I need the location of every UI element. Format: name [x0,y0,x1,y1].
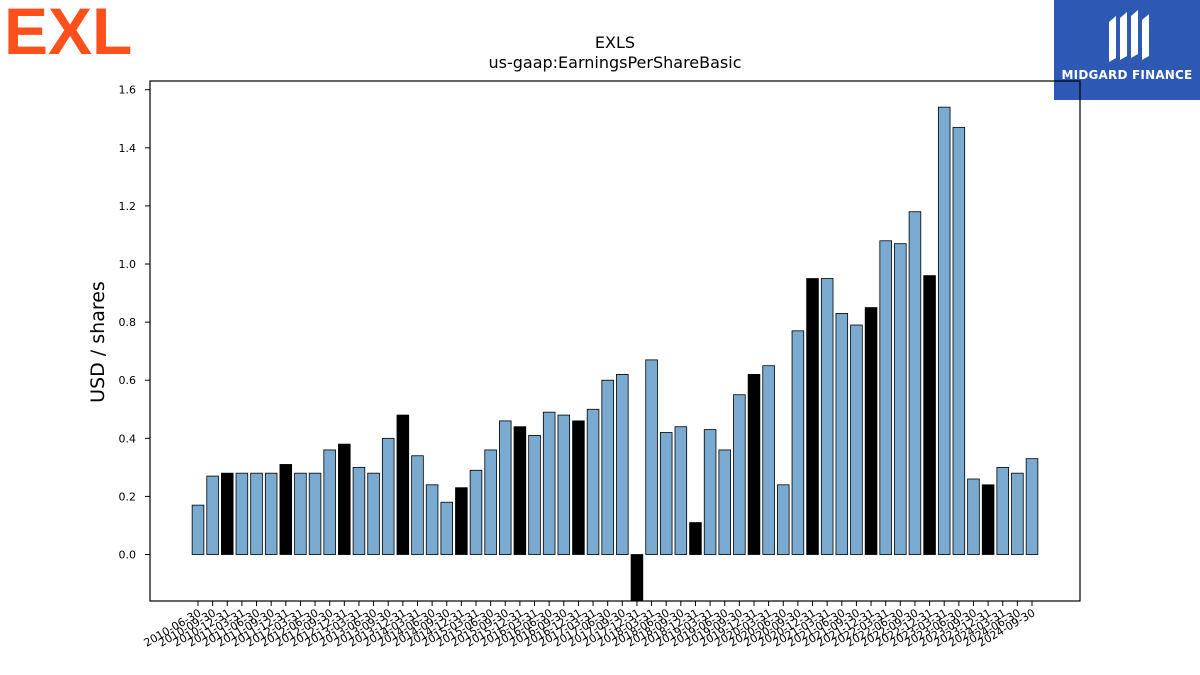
y-tick-label: 1.0 [119,258,137,271]
bar-2014-03-31 [411,455,424,555]
y-ticks-group: 0.0 0.2 0.4 0.6 0.8 1.0 1.2 1.4 1.6 [119,84,150,562]
bar-2017-09-30 [616,374,629,555]
bar-2016-09-30 [557,414,571,555]
bar-2017-12-31 [630,554,644,602]
bar-2020-06-30 [777,484,790,555]
bar-2024-06-30 [1011,472,1024,555]
midgard-emblem-icon [1109,10,1149,62]
bar-2018-06-30 [659,432,673,555]
bar-2019-03-31 [703,429,717,555]
bar-2021-06-30 [835,312,849,555]
bar-2015-06-30 [484,449,497,555]
bar-2012-12-31 [338,443,351,555]
bar-2023-03-31 [937,106,951,555]
y-tick-label: 0.2 [119,490,137,503]
bar-2013-03-31 [352,466,366,555]
bar-2014-09-30 [440,501,453,555]
exl-logo-text: EXL [4,2,132,58]
bar-2013-12-31 [396,414,410,555]
chart-title: EXLS [595,33,635,52]
bar-2020-03-31 [762,365,775,555]
bar-2019-12-31 [747,374,761,555]
y-tick-label: 0.8 [119,316,137,329]
bar-2023-09-30 [967,478,980,555]
bar-2023-12-31 [981,484,995,555]
bar-2010-09-30 [206,475,219,555]
y-axis-label: USD / shares [87,281,109,403]
bar-2015-03-31 [469,469,483,555]
bar-2022-03-31 [879,240,892,555]
bar-2012-06-30 [308,472,322,555]
bar-2024-03-31 [996,466,1009,555]
bar-2023-06-30 [952,127,966,555]
bar-2015-12-31 [513,426,527,555]
bar-2015-09-30 [499,420,512,555]
bar-2012-03-31 [294,472,307,555]
bar-2010-12-31 [221,472,234,555]
bar-2022-09-30 [908,211,922,555]
bar-2019-06-30 [718,449,731,555]
bar-2018-09-30 [674,426,688,555]
bar-2022-12-31 [923,275,936,555]
bar-2010-06-30 [191,504,205,555]
bar-2011-09-30 [264,472,278,555]
bar-2019-09-30 [733,394,746,555]
bar-2014-12-31 [455,487,468,555]
midgard-finance-brand-text: MIDGARD FINANCE [1061,68,1193,82]
exl-logo: EXL [4,2,132,58]
bar-2013-09-30 [381,437,395,555]
bar-2011-06-30 [250,472,263,555]
bar-2018-12-31 [689,522,702,555]
y-tick-label: 1.4 [119,142,137,155]
bar-2012-09-30 [323,449,336,555]
bar-2014-06-30 [425,484,439,555]
bar-2020-09-30 [791,330,805,555]
y-tick-label: 0.0 [119,549,137,562]
bar-2021-09-30 [850,324,863,555]
bar-2020-12-31 [806,278,819,555]
bar-2017-03-31 [586,408,600,555]
bar-2024-09-30 [1025,458,1039,555]
y-tick-label: 0.4 [119,432,137,445]
bar-2021-12-31 [864,307,878,555]
bar-2022-06-30 [894,243,907,555]
bar-2021-03-31 [820,278,834,555]
chart-subtitle: us-gaap:EarningsPerShareBasic [488,53,741,72]
bar-2017-06-30 [601,379,614,555]
bar-2013-06-30 [367,472,380,555]
y-tick-label: 1.2 [119,200,137,213]
y-tick-label: 0.6 [119,374,137,387]
bar-2011-03-31 [235,472,249,555]
y-tick-label: 1.6 [119,84,137,97]
bar-2016-06-30 [542,411,556,555]
bar-2018-03-31 [645,359,658,555]
bar-2016-12-31 [572,420,585,555]
bar-2011-12-31 [279,464,293,555]
x-ticks-group: 2010-06-302010-09-302010-12-312011-03-31… [142,601,1038,650]
bar-2016-03-31 [528,435,541,555]
midgard-finance-logo: MIDGARD FINANCE [1054,0,1200,100]
plot-frame [149,80,1081,602]
bars-group [191,106,1039,602]
